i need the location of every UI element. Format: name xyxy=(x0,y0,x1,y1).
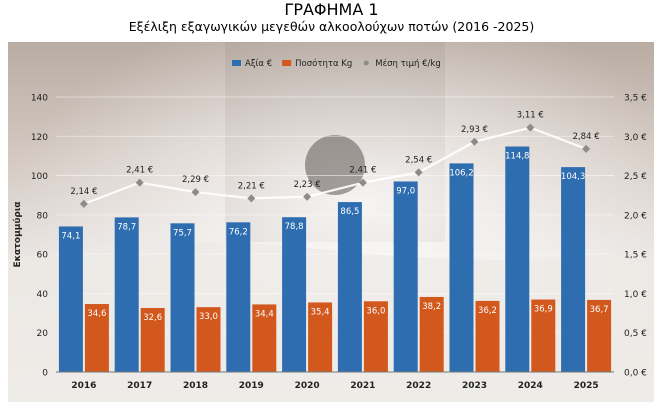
avg-price-marker xyxy=(247,194,256,203)
bar-value xyxy=(393,181,418,372)
x-tick-label: 2020 xyxy=(295,381,320,391)
bar-quantity xyxy=(475,300,500,372)
y2-tick-label: 1,5 € xyxy=(624,251,647,261)
bar-value-label: 104,3 xyxy=(561,172,585,182)
bar-quantity-label: 38,2 xyxy=(422,302,441,312)
bar-value xyxy=(449,163,474,372)
y-tick-label: 40 xyxy=(37,290,49,300)
y-axis-title: Εκατομμύρια xyxy=(13,201,23,267)
avg-price-marker xyxy=(526,123,535,132)
bar-quantity xyxy=(196,307,221,372)
avg-price-marker xyxy=(470,137,479,146)
bar-value-label: 86,5 xyxy=(340,207,359,217)
avg-price-label: 2,54 € xyxy=(405,155,432,165)
avg-price-label: 2,84 € xyxy=(573,132,600,142)
bar-quantity xyxy=(252,304,277,372)
y-tick-label: 100 xyxy=(31,172,48,182)
bar-quantity-label: 32,6 xyxy=(143,313,162,323)
bar-quantity xyxy=(363,301,388,372)
x-tick-label: 2023 xyxy=(462,381,487,391)
chart-subtitle: Εξέλιξη εξαγωγικών μεγεθών αλκοολούχων π… xyxy=(128,19,535,34)
bar-value-label: 114,8 xyxy=(505,152,529,162)
y2-tick-label: 0,0 € xyxy=(624,369,647,379)
bar-quantity-label: 33,0 xyxy=(199,312,218,322)
bar-quantity xyxy=(308,302,333,372)
bar-value-label: 78,8 xyxy=(285,222,304,232)
bar-value-label: 75,7 xyxy=(173,228,192,238)
bar-quantity-label: 34,6 xyxy=(87,309,106,319)
bar-quantity xyxy=(140,307,165,372)
x-tick-label: 2016 xyxy=(71,381,96,391)
x-tick-label: 2021 xyxy=(350,381,375,391)
avg-price-marker xyxy=(414,168,423,177)
y2-tick-label: 2,5 € xyxy=(624,172,647,182)
bar-value-label: 106,2 xyxy=(449,168,473,178)
avg-price-marker xyxy=(358,178,367,187)
x-tick-label: 2025 xyxy=(574,381,599,391)
bar-value xyxy=(505,146,530,372)
bar-value xyxy=(282,217,307,372)
avg-price-label: 2,14 € xyxy=(70,187,97,197)
avg-price-marker xyxy=(303,192,312,201)
legend-label: Αξία € xyxy=(245,59,272,69)
bar-value xyxy=(561,167,586,372)
avg-price-marker xyxy=(191,188,200,197)
x-tick-label: 2024 xyxy=(518,381,543,391)
y-tick-label: 80 xyxy=(37,211,49,221)
y2-tick-label: 0,5 € xyxy=(624,329,647,339)
x-tick-label: 2018 xyxy=(183,381,208,391)
bar-value-label: 97,0 xyxy=(396,186,415,196)
bar-value-label: 74,1 xyxy=(61,231,80,241)
y2-tick-label: 3,5 € xyxy=(624,94,647,104)
y2-tick-label: 1,0 € xyxy=(624,290,647,300)
bar-quantity-label: 36,9 xyxy=(534,305,553,315)
bar-quantity xyxy=(531,299,556,372)
legend-swatch xyxy=(282,60,292,66)
bar-quantity-label: 36,0 xyxy=(366,306,385,316)
avg-price-marker xyxy=(135,178,144,187)
avg-price-label: 2,41 € xyxy=(349,166,376,176)
y-tick-label: 0 xyxy=(42,369,48,379)
avg-price-label: 3,11 € xyxy=(517,111,544,121)
bar-value xyxy=(226,222,251,372)
avg-price-marker xyxy=(582,144,591,153)
avg-price-label: 2,41 € xyxy=(126,166,153,176)
bar-quantity xyxy=(587,299,612,372)
avg-price-label: 2,93 € xyxy=(461,125,488,135)
avg-price-marker xyxy=(79,199,88,208)
y-tick-label: 20 xyxy=(37,329,49,339)
bar-quantity-label: 36,7 xyxy=(590,305,609,315)
bar-quantity xyxy=(419,296,444,372)
x-tick-label: 2017 xyxy=(127,381,152,391)
bar-value xyxy=(170,223,195,372)
y-tick-label: 60 xyxy=(37,251,49,261)
y2-tick-label: 3,0 € xyxy=(624,133,647,143)
bar-value xyxy=(114,217,139,372)
chart-title: ΓΡΑΦΗΜΑ 1 xyxy=(284,0,379,19)
legend-swatch xyxy=(363,60,369,66)
bar-quantity-label: 36,2 xyxy=(478,306,497,316)
bar-value-label: 76,2 xyxy=(229,227,248,237)
y-tick-label: 120 xyxy=(31,133,48,143)
y2-tick-label: 2,0 € xyxy=(624,211,647,221)
x-tick-label: 2019 xyxy=(239,381,264,391)
bar-quantity-label: 34,4 xyxy=(255,309,274,319)
bar-quantity-label: 35,4 xyxy=(311,307,330,317)
avg-price-line xyxy=(83,126,587,205)
bar-value xyxy=(58,226,83,372)
bar-quantity xyxy=(84,304,109,372)
avg-price-label: 2,23 € xyxy=(294,180,321,190)
y-tick-label: 140 xyxy=(31,94,48,104)
legend-label: Ποσότητα Kg xyxy=(295,58,352,69)
legend-swatch xyxy=(232,60,241,66)
avg-price-label: 2,21 € xyxy=(238,181,265,191)
legend-label: Μέση τιμή €/kg xyxy=(375,58,441,69)
bar-value-label: 78,7 xyxy=(117,222,136,232)
avg-price-label: 2,29 € xyxy=(182,175,209,185)
bar-value xyxy=(337,202,362,372)
x-tick-label: 2022 xyxy=(406,381,431,391)
